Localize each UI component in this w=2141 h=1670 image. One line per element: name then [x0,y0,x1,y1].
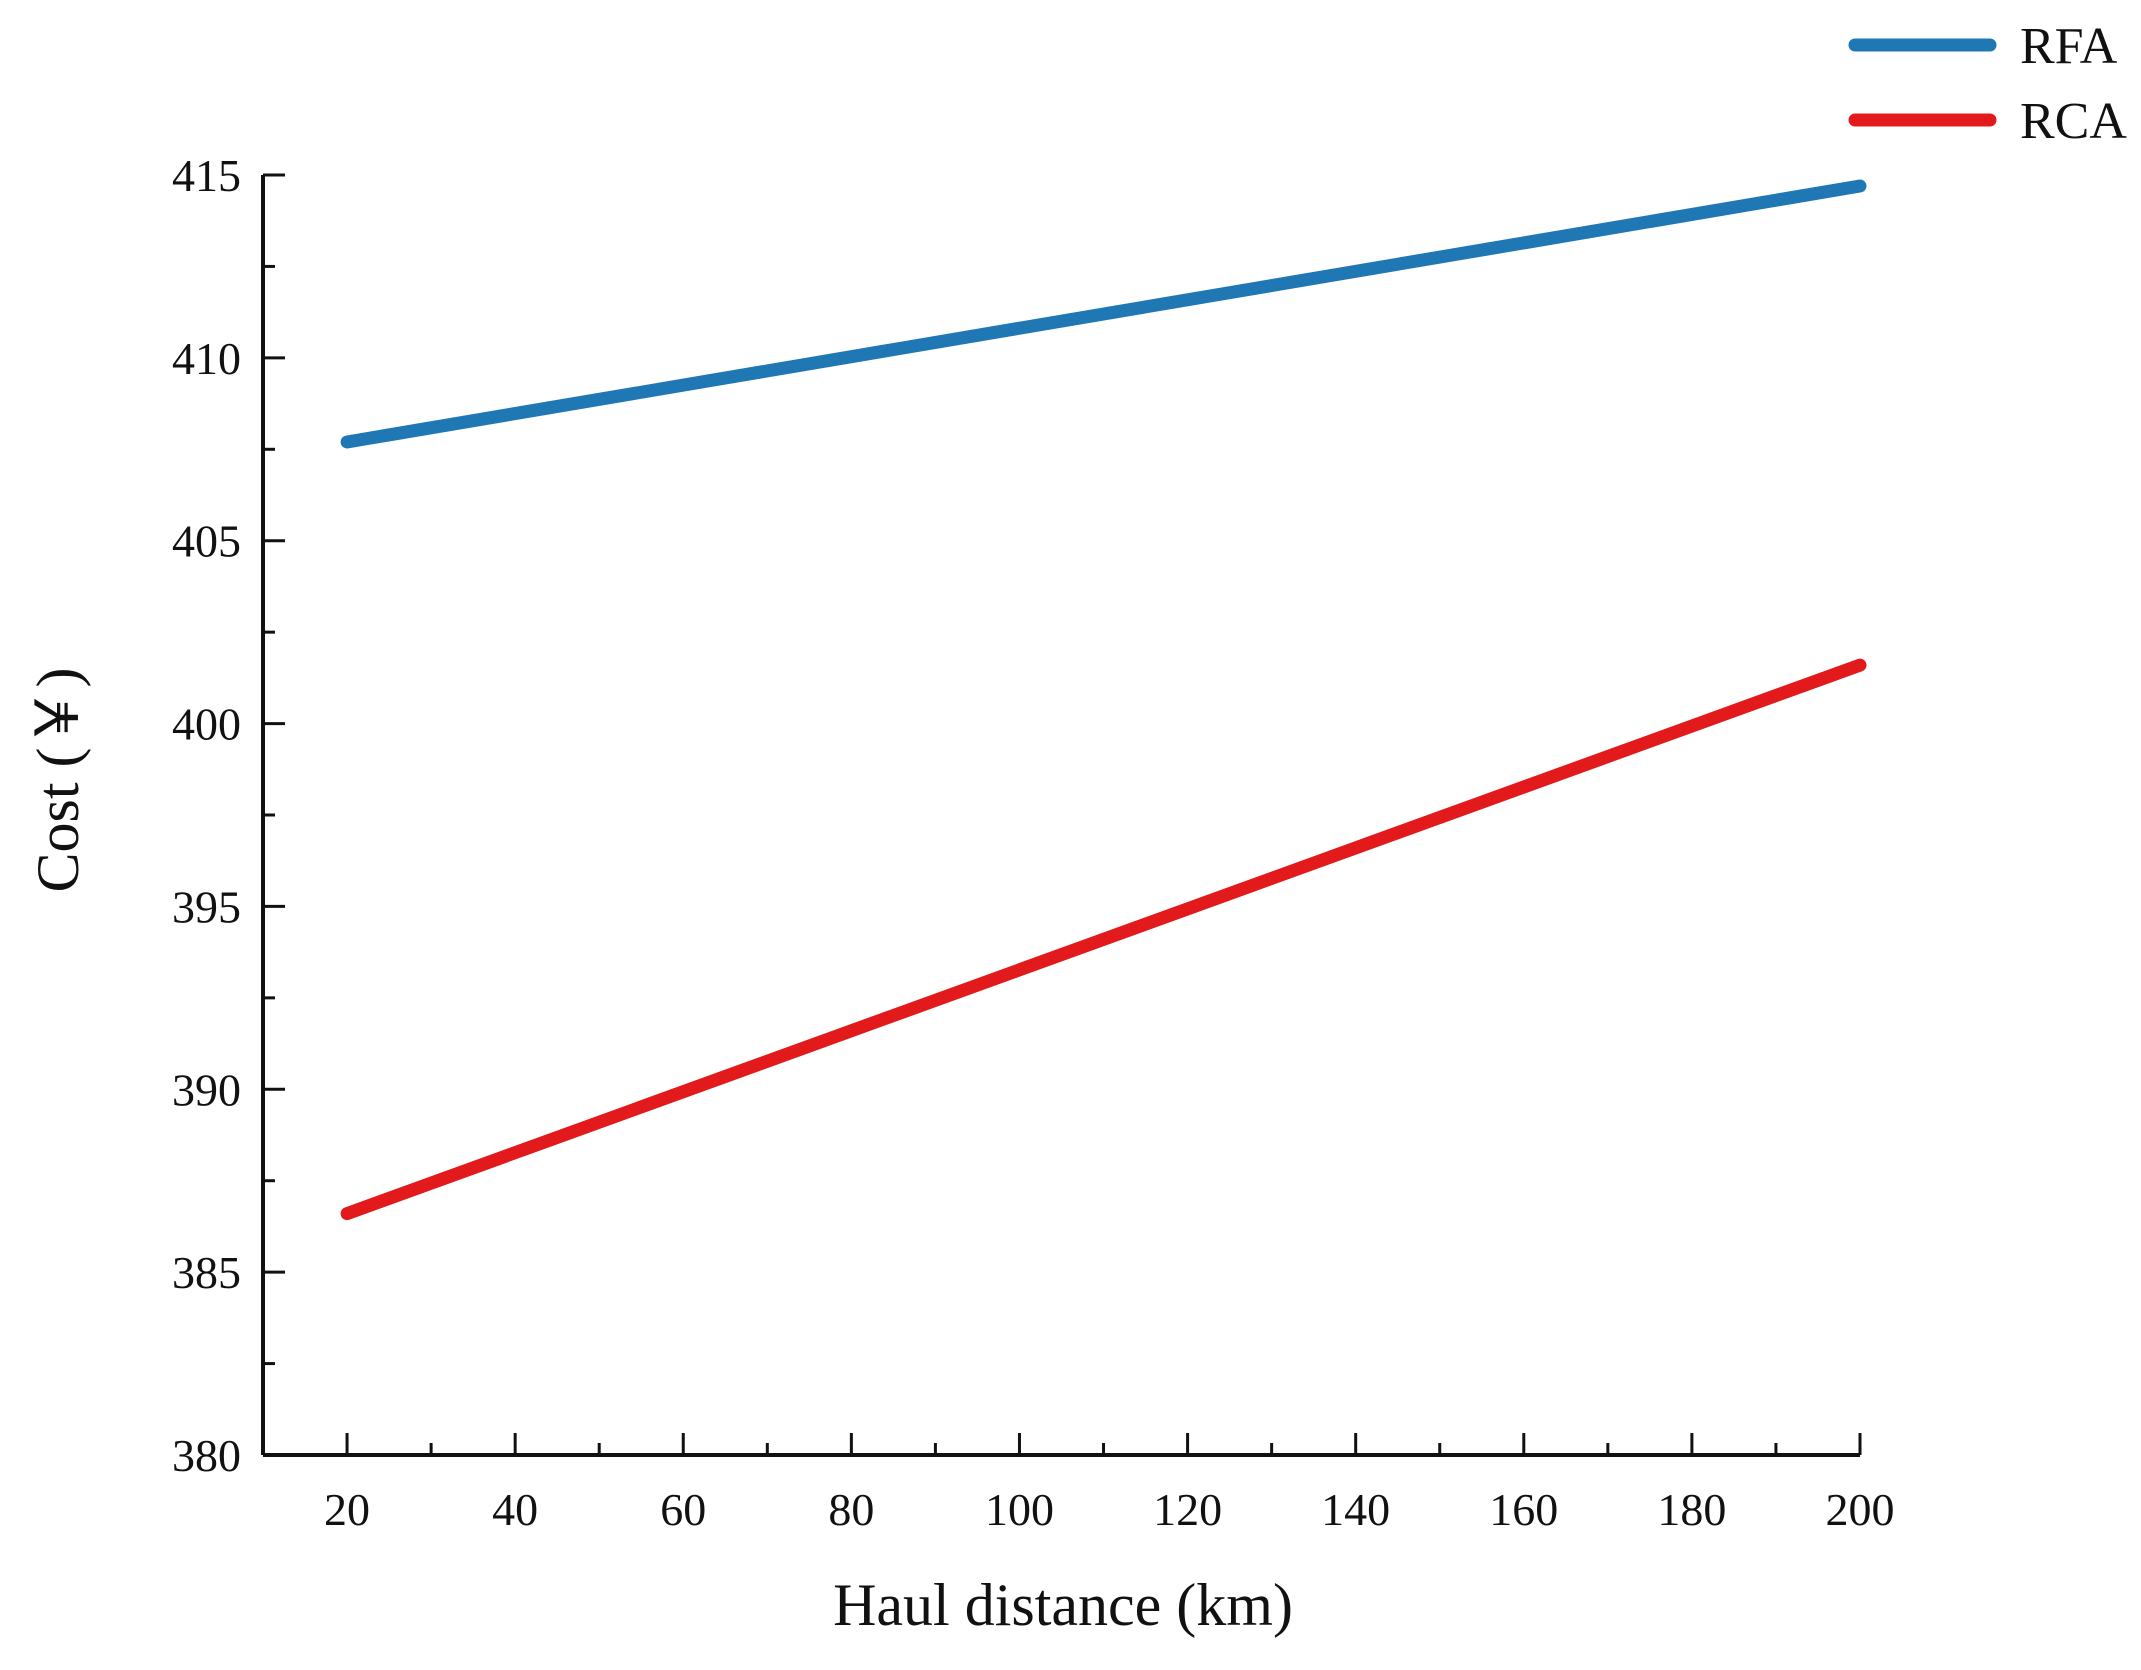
series-line-rfa [340,179,1867,449]
legend-label-rfa: RFA [2020,18,2118,75]
y-tick-label: 415 [172,150,241,201]
x-tick-label: 120 [1153,1484,1222,1535]
y-tick-label: 405 [172,516,241,567]
axes: 20 40 60 80 100 120 140 160 180 200 380 385 390 395 40… [172,150,1895,1535]
x-tick-label: 60 [660,1484,706,1535]
legend-label-rca: RCA [2020,93,2127,150]
y-axis-title: Cost (￥) [25,668,91,893]
y-tick-label: 390 [172,1064,241,1115]
x-tick-label: 140 [1321,1484,1390,1535]
y-tick-label: 400 [172,699,241,750]
x-tick-label: 40 [492,1484,538,1535]
x-tick-label: 160 [1489,1484,1558,1535]
series-lines [340,179,1867,1221]
x-axis-title: Haul distance (km) [833,1572,1293,1638]
x-tick-label: 80 [828,1484,874,1535]
series-line-rca [340,658,1867,1221]
y-tick-label: 395 [172,881,241,932]
x-tick-label: 20 [324,1484,370,1535]
y-tick-label: 410 [172,333,241,384]
y-tick-label: 385 [172,1247,241,1298]
y-tick-label: 380 [172,1430,241,1481]
legend: RFA RCA [1848,18,2127,150]
x-tick-label: 100 [985,1484,1054,1535]
x-tick-label: 200 [1826,1484,1895,1535]
x-tick-label: 180 [1657,1484,1726,1535]
